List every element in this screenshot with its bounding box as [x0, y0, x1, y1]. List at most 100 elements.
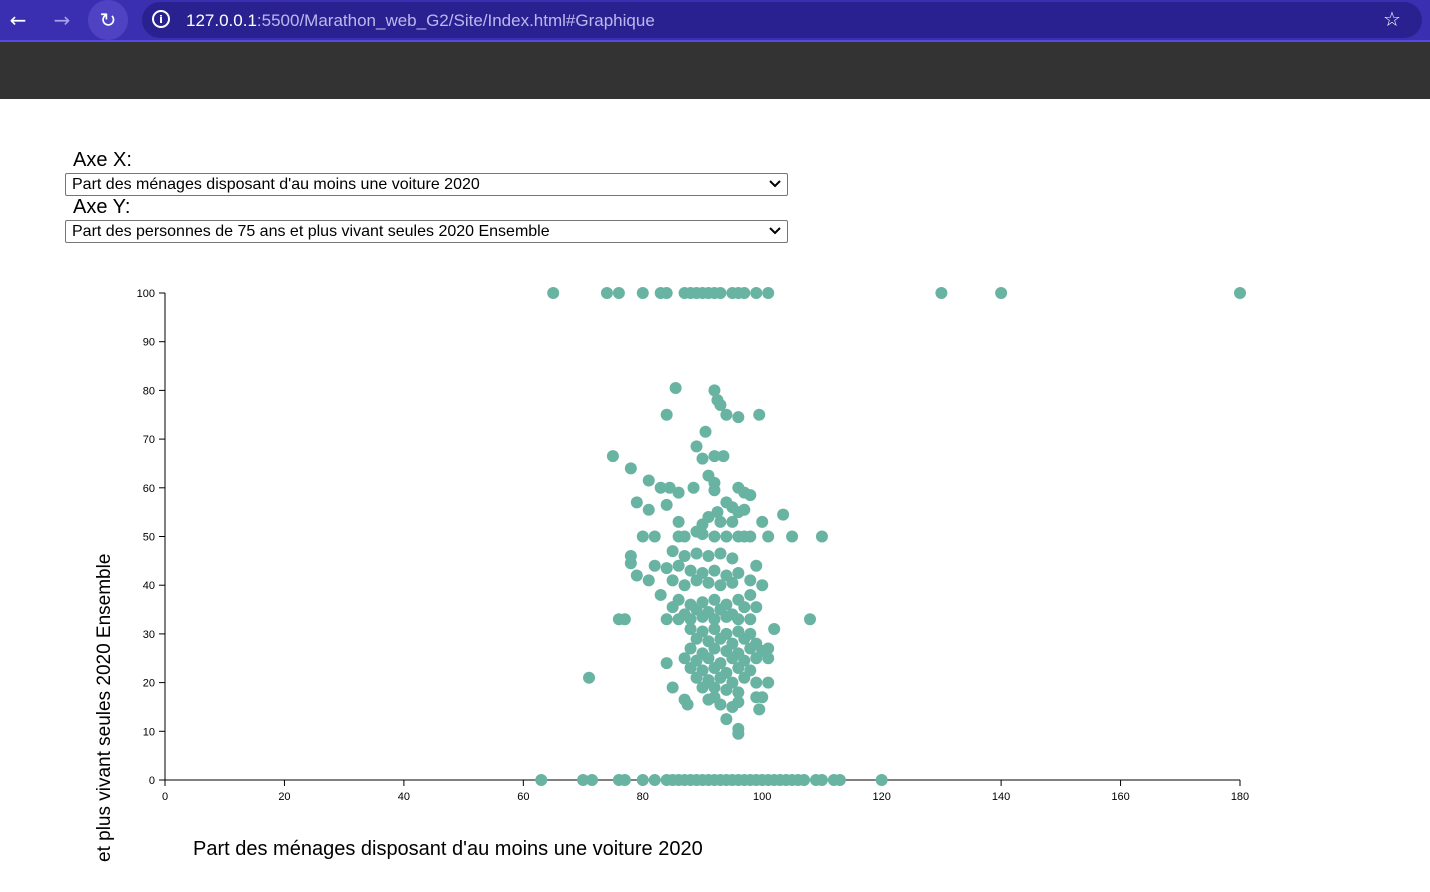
data-point	[720, 713, 733, 726]
data-point	[535, 774, 548, 786]
x-axis-select[interactable]: Part des ménages disposant d'au moins un…	[65, 173, 788, 196]
data-point	[648, 559, 661, 572]
data-point	[753, 408, 766, 421]
data-point	[714, 547, 727, 560]
url-text[interactable]: 127.0.0.1:5500/Marathon_web_G2/Site/Inde…	[186, 11, 655, 31]
data-point	[654, 481, 667, 494]
y-tick-label: 90	[143, 337, 155, 349]
data-point	[720, 530, 733, 543]
data-point	[714, 671, 727, 684]
data-point	[708, 593, 721, 606]
data-point	[678, 652, 691, 665]
x-tick-label: 160	[1111, 791, 1129, 803]
data-point	[702, 576, 715, 589]
data-point	[711, 506, 724, 519]
data-point	[606, 450, 619, 463]
data-point	[750, 601, 763, 614]
data-point	[720, 683, 733, 696]
data-point	[726, 576, 739, 589]
data-point	[672, 515, 685, 528]
data-point	[690, 440, 703, 453]
data-point	[660, 287, 673, 299]
y-tick-label: 10	[143, 726, 155, 738]
data-point	[762, 530, 775, 543]
x-tick-label: 140	[992, 791, 1010, 803]
x-axis-selected-value: Part des ménages disposant d'au moins un…	[72, 176, 480, 193]
data-point	[875, 774, 888, 786]
data-point	[672, 613, 685, 626]
star-icon[interactable]: ☆	[1383, 7, 1401, 31]
data-point	[660, 613, 673, 626]
info-icon[interactable]: i	[152, 10, 170, 28]
data-point	[618, 774, 631, 786]
y-tick-label: 70	[143, 434, 155, 446]
forward-arrow-icon[interactable]: →	[53, 8, 71, 32]
data-point	[744, 588, 757, 601]
data-point	[798, 774, 811, 786]
data-point	[756, 691, 769, 704]
data-point	[663, 481, 676, 494]
data-point	[726, 652, 739, 665]
data-point	[586, 774, 599, 786]
y-tick-label: 0	[149, 775, 155, 787]
data-point	[678, 579, 691, 592]
back-arrow-icon[interactable]: ←	[9, 8, 27, 32]
x-tick-label: 60	[517, 791, 529, 803]
data-point	[636, 774, 649, 786]
x-tick-label: 120	[872, 791, 890, 803]
url-host: 127.0.0.1	[186, 11, 257, 30]
data-point	[690, 547, 703, 560]
data-point	[660, 657, 673, 670]
data-point	[678, 549, 691, 562]
x-tick-label: 20	[278, 791, 290, 803]
data-point	[738, 503, 751, 516]
chevron-down-icon	[769, 180, 781, 188]
data-point	[762, 652, 775, 665]
data-point	[714, 287, 727, 299]
data-point	[696, 528, 709, 541]
data-point	[744, 613, 757, 626]
data-point	[699, 425, 712, 438]
data-point	[738, 601, 751, 614]
y-axis-select[interactable]: Part des personnes de 75 ans et plus viv…	[65, 220, 788, 243]
data-point	[750, 287, 763, 299]
data-point	[696, 452, 709, 465]
reload-icon[interactable]: ↻	[88, 0, 128, 40]
y-tick-label: 40	[143, 580, 155, 592]
data-point	[660, 562, 673, 575]
x-tick-label: 40	[398, 791, 410, 803]
data-point	[630, 569, 643, 582]
data-point	[732, 661, 745, 674]
data-point	[681, 698, 694, 711]
data-point	[684, 642, 697, 655]
data-point	[762, 642, 775, 655]
data-point	[636, 287, 649, 299]
data-point	[666, 681, 679, 694]
data-point	[720, 408, 733, 421]
data-point	[753, 703, 766, 716]
data-point	[684, 613, 697, 626]
data-point	[750, 676, 763, 689]
data-point	[684, 661, 697, 674]
data-point	[708, 564, 721, 577]
data-point	[833, 774, 846, 786]
data-point	[666, 574, 679, 587]
x-tick-label: 80	[637, 791, 649, 803]
data-point	[750, 652, 763, 665]
data-point	[815, 530, 828, 543]
url-path: :5500/Marathon_web_G2/Site/Index.html#Gr…	[256, 11, 655, 30]
data-point	[738, 287, 751, 299]
data-point	[642, 503, 655, 516]
address-bar[interactable]: i 127.0.0.1:5500/Marathon_web_G2/Site/In…	[142, 2, 1422, 38]
y-tick-label: 50	[143, 532, 155, 544]
data-point	[768, 623, 781, 636]
data-point	[624, 557, 637, 570]
data-point	[714, 515, 727, 528]
y-tick-label: 60	[143, 483, 155, 495]
data-point	[672, 486, 685, 499]
chart-x-axis-title: Part des ménages disposant d'au moins un…	[193, 838, 703, 860]
data-point	[708, 384, 721, 397]
data-point	[744, 574, 757, 587]
data-point	[714, 698, 727, 711]
data-point	[762, 287, 775, 299]
